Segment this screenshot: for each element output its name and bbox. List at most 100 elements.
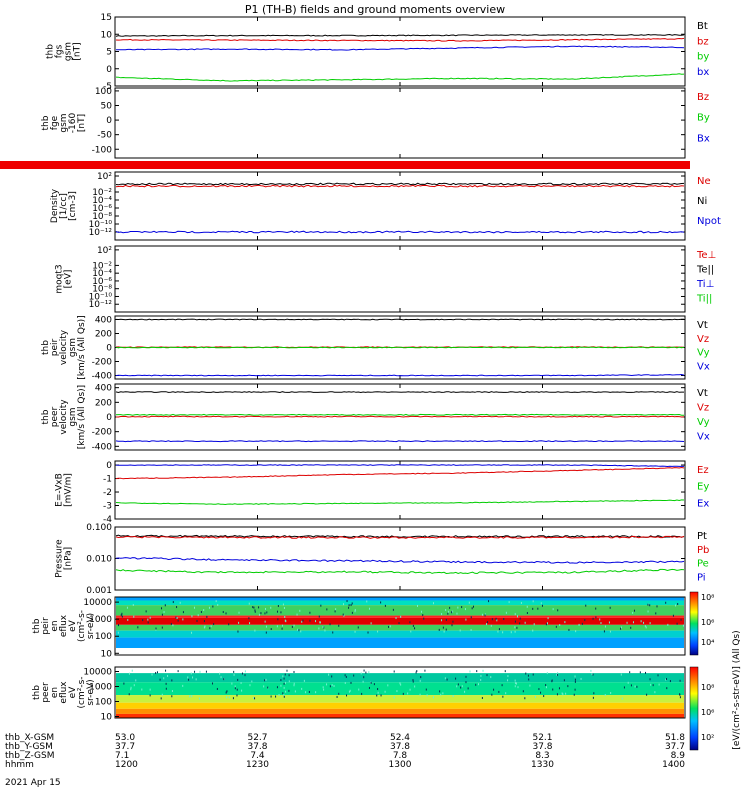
panel-9-ylabel: peir xyxy=(41,617,51,635)
panel-9-ytick-label: 10000 xyxy=(83,598,112,608)
panel-9-speckle xyxy=(238,611,240,614)
panel-10-speckle xyxy=(322,686,324,689)
panel-10-speckle xyxy=(654,691,656,694)
panel-10-speckle xyxy=(233,673,235,676)
panel-9-speckle xyxy=(445,628,447,631)
panel-9-speckle xyxy=(595,607,597,610)
panel-8-ylabel: [nPa] xyxy=(64,547,74,570)
panel-9-speckle xyxy=(254,629,256,632)
panel-9-speckle xyxy=(445,618,447,621)
panel-10-speckle xyxy=(283,677,285,680)
panel-9-speckle xyxy=(137,626,139,629)
panel-10-speckle xyxy=(629,671,631,674)
panel-10-band xyxy=(116,673,684,683)
panel-9-speckle xyxy=(545,623,547,626)
ephemeris-value: 1330 xyxy=(531,760,554,770)
panel-1-ytick-label: -5 xyxy=(103,82,112,92)
panel-8-legend-1: Pb xyxy=(697,545,709,556)
panel-9-speckle xyxy=(147,618,149,621)
panel-10-speckle xyxy=(491,693,493,696)
panel-10-speckle xyxy=(545,684,547,687)
panel-10-speckle xyxy=(288,674,290,677)
panel-9-speckle xyxy=(540,602,542,605)
panel-10-speckle xyxy=(362,680,364,683)
ephemeris-value: 52.4 xyxy=(390,733,410,743)
panel-10-speckle xyxy=(315,691,317,694)
panel-10-speckle xyxy=(593,692,595,695)
panel-9-speckle xyxy=(217,603,219,606)
panel-4-ytick-label: 10⁻² xyxy=(92,261,112,271)
panel-10-speckle xyxy=(149,688,151,691)
panel-9-speckle xyxy=(377,630,379,633)
panel-6-legend-2: Vy xyxy=(697,417,710,428)
panel-2-ylabel: thb xyxy=(41,115,51,130)
panel-9-speckle xyxy=(447,612,449,615)
panel-9-speckle xyxy=(448,610,450,613)
panel-10-speckle xyxy=(161,693,163,696)
colorbar-tick: 10⁶ xyxy=(701,618,714,627)
panel-10-speckle xyxy=(393,696,395,699)
panel-10-speckle xyxy=(225,691,227,694)
panel-9-speckle xyxy=(442,626,444,629)
panel-10-speckle xyxy=(604,694,606,697)
panel-9-ylabel: sr-eV) xyxy=(86,613,96,639)
panel-10-speckle xyxy=(237,678,239,681)
panel-4-legend-0: Te⊥ xyxy=(696,250,716,261)
panel-10-speckle xyxy=(679,693,681,696)
panel-9-speckle xyxy=(656,605,658,608)
panel-10-speckle xyxy=(284,673,286,676)
ephemeris-value: 52.1 xyxy=(532,733,552,743)
panel-9-speckle xyxy=(503,618,505,621)
panel-9-speckle xyxy=(215,600,217,603)
panel-10-speckle xyxy=(465,675,467,678)
panel-10-speckle xyxy=(514,679,516,682)
panel-10-band xyxy=(116,667,684,674)
panel-9-speckle xyxy=(649,622,651,625)
panel-9-speckle xyxy=(258,613,260,616)
panel-10-speckle xyxy=(461,685,463,688)
panel-10-speckle xyxy=(344,674,346,677)
panel-10-speckle xyxy=(636,685,638,688)
colorbar-label: [eV/(cm²-s-str-eV)] (All Qs) xyxy=(732,630,742,749)
panel-1-ytick-label: 0 xyxy=(106,65,112,75)
panel-10-speckle xyxy=(477,683,479,686)
panel-10-speckle xyxy=(412,679,414,682)
panel-9-speckle xyxy=(161,607,163,610)
panel-10-speckle xyxy=(373,683,375,686)
panel-10-speckle xyxy=(384,690,386,693)
panel-4-ytick-label: 10⁻¹⁰ xyxy=(89,292,113,302)
panel-10-speckle xyxy=(283,695,285,698)
panel-10-speckle xyxy=(305,691,307,694)
panel-9-speckle xyxy=(626,621,628,624)
panel-10-ylabel: en xyxy=(50,687,60,698)
panel-9-speckle xyxy=(161,613,163,616)
panel-9-speckle xyxy=(127,618,129,621)
panel-10-speckle xyxy=(563,679,565,682)
panel-9-speckle xyxy=(552,608,554,611)
panel-9-speckle xyxy=(203,626,205,629)
panel-10-speckle xyxy=(280,679,282,682)
panel-10-speckle xyxy=(551,679,553,682)
panel-10-speckle xyxy=(396,690,398,693)
panel-10-speckle xyxy=(338,692,340,695)
panel-3-series-ne-line xyxy=(115,184,685,188)
panel-9-band xyxy=(116,600,684,606)
panel-10-speckle xyxy=(323,688,325,691)
panel-3-legend-2: Npot xyxy=(697,216,721,227)
panel-9-ylabel: en xyxy=(50,620,60,631)
panel-3-ytick-label: 10² xyxy=(97,172,112,182)
panel-10-speckle xyxy=(538,688,540,691)
panel-10-speckle xyxy=(556,673,558,676)
panel-9-ylabel: (cm²-s- xyxy=(77,610,87,642)
panel-10-speckle xyxy=(557,673,559,676)
panel-9-speckle xyxy=(510,631,512,634)
panel-6-ytick-label: 200 xyxy=(95,398,112,408)
panel-10-speckle xyxy=(650,683,652,686)
panel-3-ytick-label: 10⁻² xyxy=(92,188,112,198)
panel-10-speckle xyxy=(574,680,576,683)
panel-9-band xyxy=(116,624,684,631)
panel-10-speckle xyxy=(329,685,331,688)
panel-10-speckle xyxy=(177,670,179,673)
panel-10-speckle xyxy=(573,693,575,696)
panel-9-speckle xyxy=(514,630,516,633)
